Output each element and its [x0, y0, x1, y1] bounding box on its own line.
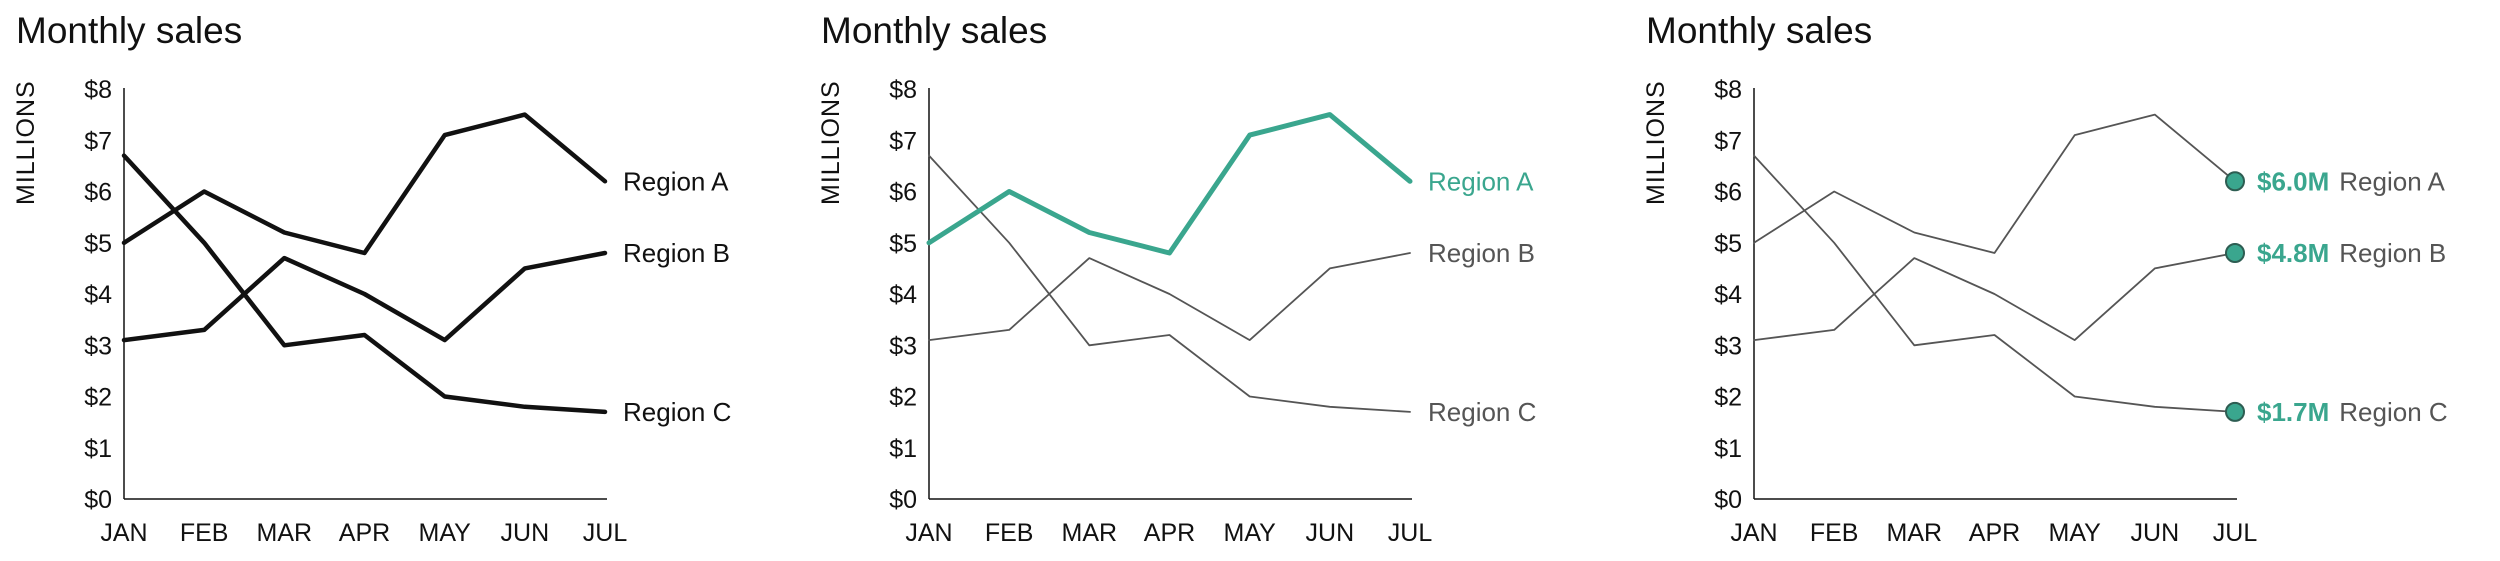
y-tick-label: $0: [889, 486, 917, 514]
y-tick-label: $4: [889, 281, 917, 309]
y-tick-label: $2: [889, 384, 917, 412]
y-tick-label: $2: [84, 384, 112, 412]
y-tick-label: $5: [889, 230, 917, 258]
y-tick-label: $3: [84, 332, 112, 360]
series-label-region-c: Region C: [623, 397, 731, 427]
x-tick-label: MAR: [257, 519, 313, 547]
series-line-region-a: [1753, 113, 2236, 254]
chart-3-svg: $0 $1 $2 $3 $4 $5 $6 $7 $8 JAN FEB MAR APR MAY JUN JUL $…: [1714, 76, 2447, 547]
y-tick-label: $3: [1714, 332, 1742, 360]
series-label-region-b: Region B: [1428, 238, 1535, 268]
x-tick-label: JUN: [2131, 519, 2180, 547]
series-label-region-a: Region A: [2339, 166, 2445, 196]
x-tick-label: JUL: [1388, 519, 1433, 547]
end-marker-region-b: [2225, 243, 2245, 263]
y-tick-label: $0: [1714, 486, 1742, 514]
y-tick-label: $8: [889, 76, 917, 104]
y-tick-label: $8: [84, 76, 112, 104]
series-label-region-c: Region C: [2339, 397, 2447, 427]
y-tick-label: $8: [1714, 76, 1742, 104]
y-tick-label: $7: [889, 127, 917, 155]
y-tick-label: $6: [1714, 179, 1742, 207]
chart-2-svg: $0 $1 $2 $3 $4 $5 $6 $7 $8 JAN FEB MAR APR MAY JUN JUL R…: [889, 76, 1536, 547]
y-tick-label: $3: [889, 332, 917, 360]
series-label-region-a: Region A: [623, 166, 729, 196]
x-tick-label: JAN: [905, 519, 952, 547]
series-line-region-b: [1753, 252, 2236, 342]
series-line-region-c: [1753, 154, 2236, 413]
series-line-region-b: [928, 252, 1411, 342]
x-tick-label: MAY: [2049, 519, 2102, 547]
x-tick-label: JUL: [583, 519, 628, 547]
series-label-region-c: Region C: [1428, 397, 1536, 427]
x-tick-label: MAR: [1887, 519, 1943, 547]
series-label-region-b: Region B: [623, 238, 730, 268]
y-tick-label: $4: [1714, 281, 1742, 309]
x-tick-label: MAR: [1062, 519, 1118, 547]
y-tick-label: $4: [84, 281, 112, 309]
y-tick-label: $7: [84, 127, 112, 155]
chart-1-svg: $0 $1 $2 $3 $4 $5 $6 $7 $8 JAN FEB MAR APR MAY JUN JUL R…: [84, 76, 731, 547]
y-tick-label: $6: [889, 179, 917, 207]
series-label-region-b: Region B: [2339, 238, 2446, 268]
y-tick-label: $0: [84, 486, 112, 514]
y-tick-label: $5: [1714, 230, 1742, 258]
y-tick-label: $6: [84, 179, 112, 207]
y-tick-label: $1: [1714, 435, 1742, 463]
y-tick-label: $2: [1714, 384, 1742, 412]
series-line-region-c: [121, 153, 608, 415]
end-value-label-region-c: $1.7M: [2257, 397, 2329, 427]
chart-panel-3: Monthly sales MILLIONS $0 $1 $2 $3 $4 $5 $6 $7 $…: [1630, 0, 2450, 561]
x-tick-label: MAY: [419, 519, 472, 547]
x-tick-label: APR: [339, 519, 390, 547]
end-value-label-region-a: $6.0M: [2257, 166, 2329, 196]
x-tick-label: JUL: [2213, 519, 2258, 547]
x-tick-label: JUN: [1306, 519, 1355, 547]
series-line-region-a: [121, 112, 608, 256]
chart-panel-1: Monthly sales MILLIONS $0 $1 $2 $3 $4 $5 $6 $7 $…: [0, 0, 820, 561]
series-line-region-a: [926, 112, 1413, 256]
y-tick-label: $1: [889, 435, 917, 463]
series-line-region-c: [928, 154, 1411, 413]
y-tick-label: $5: [84, 230, 112, 258]
end-marker-region-c: [2225, 401, 2245, 422]
series-label-region-a: Region A: [1428, 166, 1534, 196]
x-tick-label: APR: [1144, 519, 1195, 547]
x-tick-label: FEB: [180, 519, 229, 547]
x-tick-label: JAN: [1730, 519, 1777, 547]
x-tick-label: MAY: [1224, 519, 1277, 547]
y-tick-label: $1: [84, 435, 112, 463]
x-tick-label: JAN: [100, 519, 147, 547]
end-value-label-region-b: $4.8M: [2257, 238, 2329, 268]
series-line-region-b: [121, 250, 608, 343]
x-tick-label: JUN: [501, 519, 550, 547]
x-tick-label: FEB: [1810, 519, 1859, 547]
chart-title: Monthly sales: [821, 10, 1048, 51]
chart-title: Monthly sales: [16, 10, 243, 51]
chart-title: Monthly sales: [1646, 10, 1873, 51]
end-marker-region-a: [2225, 171, 2245, 192]
chart-panel-2: Monthly sales MILLIONS $0 $1 $2 $3 $4 $5 $6 $7 $…: [805, 0, 1625, 561]
y-tick-label: $7: [1714, 127, 1742, 155]
x-tick-label: APR: [1969, 519, 2020, 547]
x-tick-label: FEB: [985, 519, 1034, 547]
